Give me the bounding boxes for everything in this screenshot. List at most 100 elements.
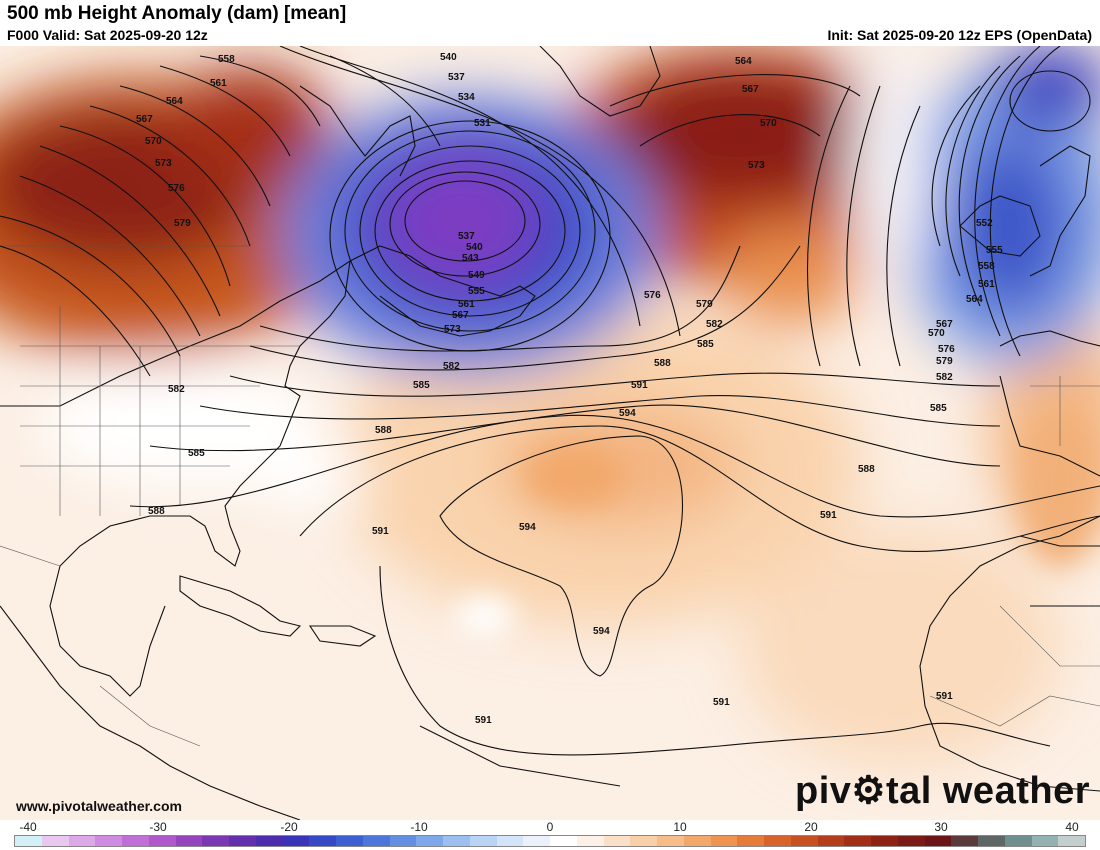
label-585-land: 585 <box>188 448 205 459</box>
label-594-a: 594 <box>619 408 636 419</box>
colorbar-swatch <box>389 836 417 846</box>
tick-label: 30 <box>934 820 948 834</box>
colorbar-swatch <box>817 836 845 846</box>
anomaly-shading <box>0 46 1100 766</box>
label-567-e: 567 <box>742 84 759 95</box>
colorbar-swatch <box>951 836 978 846</box>
label-564-e: 564 <box>735 56 752 67</box>
label-582-w: 582 <box>443 361 460 372</box>
colorbar-swatch <box>229 836 256 846</box>
tick-label: 0 <box>546 820 554 834</box>
label-594-b: 594 <box>519 522 536 533</box>
label-591-e: 591 <box>820 510 837 521</box>
colorbar-swatch <box>336 836 363 846</box>
label-582-land: 582 <box>168 384 185 395</box>
political-borders <box>0 245 1100 747</box>
colorbar-swatch <box>790 836 818 846</box>
colorbar-swatch <box>362 836 390 846</box>
label-576-mid: 576 <box>644 290 661 301</box>
label-561: 561 <box>210 78 227 89</box>
label-555: 555 <box>468 286 485 297</box>
label-567: 567 <box>136 114 153 125</box>
label-585-et: 585 <box>930 403 947 414</box>
label-588-sw: 588 <box>148 506 165 517</box>
valid-time: F000 Valid: Sat 2025-09-20 12z <box>7 27 208 43</box>
label-588-mid: 588 <box>654 358 671 369</box>
colorbar-swatch <box>95 836 122 846</box>
coastlines <box>0 46 1100 820</box>
colorbar-swatch <box>309 836 336 846</box>
label-531: 531 <box>474 118 491 129</box>
label-582-et: 582 <box>936 372 953 383</box>
website-url: www.pivotalweather.com <box>16 798 182 814</box>
colorbar-swatch <box>175 836 203 846</box>
colorbar-swatch <box>416 836 443 846</box>
label-540: 540 <box>440 52 457 63</box>
colorbar-swatch <box>576 836 604 846</box>
label-591-af: 591 <box>936 691 953 702</box>
label-543: 543 <box>462 253 479 264</box>
label-588-w: 588 <box>375 425 392 436</box>
label-570-e: 570 <box>760 118 777 129</box>
label-567-et: 567 <box>936 319 953 330</box>
label-591-se: 591 <box>713 697 730 708</box>
label-537: 537 <box>448 72 465 83</box>
brand-logo: piv⚙tal weather <box>795 768 1090 813</box>
colorbar-swatch <box>469 836 497 846</box>
label-591-s: 591 <box>475 715 492 726</box>
tick-label: -30 <box>149 820 167 834</box>
anomaly-map[interactable]: 558 561 564 567 570 573 576 579 540 537 … <box>0 46 1100 820</box>
label-534: 534 <box>458 92 475 103</box>
colorbar-swatch <box>871 836 898 846</box>
colorbar-swatch <box>978 836 1005 846</box>
label-570-et: 570 <box>928 328 945 339</box>
label-567: 567 <box>452 310 469 321</box>
colorbar-swatch <box>15 836 42 846</box>
label-573: 573 <box>444 324 461 335</box>
colorbar-swatch <box>683 836 711 846</box>
colorbar-swatch <box>764 836 791 846</box>
label-558-e: 558 <box>978 261 995 272</box>
colorbar-swatch <box>1058 836 1085 846</box>
colorbar-swatch <box>710 836 738 846</box>
label-552: 552 <box>976 218 993 229</box>
colorbar-swatch <box>41 836 69 846</box>
colorbar-swatch <box>1031 836 1059 846</box>
tick-label: -40 <box>19 820 37 834</box>
label-576-et: 576 <box>938 344 955 355</box>
colorbar <box>14 835 1086 847</box>
colorbar-swatch <box>282 836 310 846</box>
colorbar-swatch <box>924 836 952 846</box>
label-591-mid: 591 <box>631 380 648 391</box>
label-576: 576 <box>168 183 185 194</box>
colorbar-swatch <box>523 836 550 846</box>
gear-icon: ⚙ <box>851 770 886 812</box>
colorbar-swatch <box>737 836 764 846</box>
colorbar-swatch <box>1004 836 1032 846</box>
colorbar-swatch <box>603 836 631 846</box>
map-title: 500 mb Height Anomaly (dam) [mean] <box>7 3 347 24</box>
label-561-e: 561 <box>978 279 995 290</box>
label-537b: 537 <box>458 231 475 242</box>
tick-label: -10 <box>410 820 428 834</box>
colorbar-swatch <box>897 836 925 846</box>
colorbar-swatch <box>202 836 229 846</box>
colorbar-swatch <box>148 836 176 846</box>
label-558: 558 <box>218 54 235 65</box>
map-canvas: 558 561 564 567 570 573 576 579 540 537 … <box>0 46 1100 820</box>
label-573-e: 573 <box>748 160 765 171</box>
colorbar-swatch <box>844 836 871 846</box>
tick-label: 40 <box>1065 820 1079 834</box>
colorbar-swatch <box>630 836 657 846</box>
colorbar-swatch <box>255 836 283 846</box>
colorbar-swatch <box>550 836 577 846</box>
label-540b: 540 <box>466 242 483 253</box>
label-564-et: 564 <box>966 294 983 305</box>
label-588-e: 588 <box>858 464 875 475</box>
label-585-mid: 585 <box>697 339 714 350</box>
label-561: 561 <box>458 299 475 310</box>
label-579-et: 579 <box>936 356 953 367</box>
label-573: 573 <box>155 158 172 169</box>
colorbar-swatch <box>122 836 149 846</box>
tick-label: -20 <box>280 820 298 834</box>
